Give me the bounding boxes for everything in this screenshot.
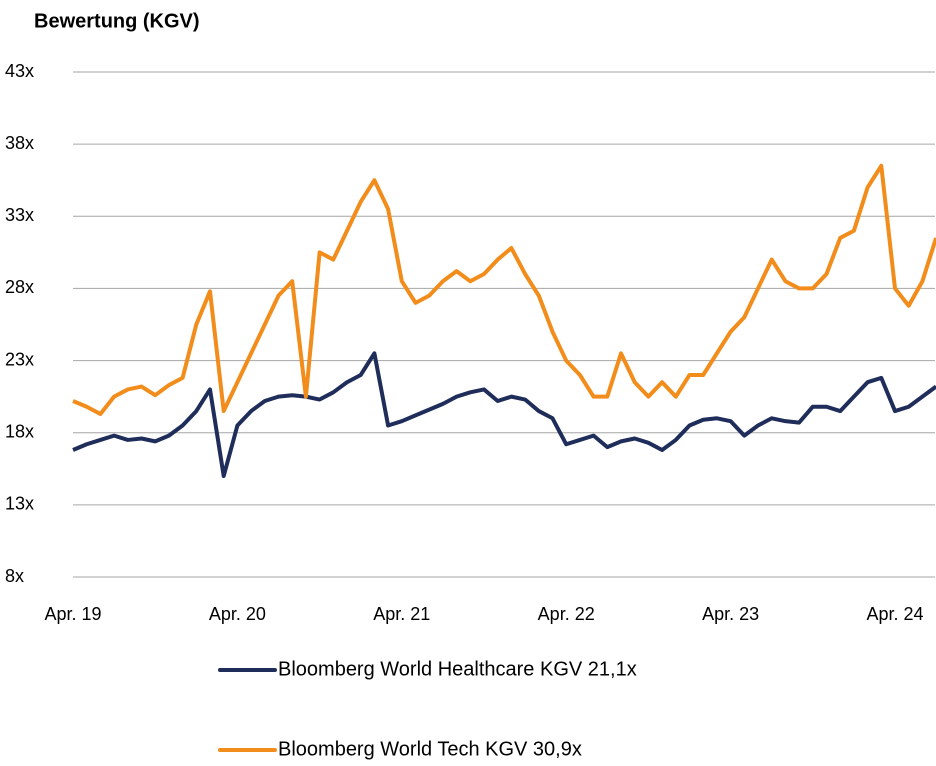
- legend-label: Bloomberg World Tech KGV 30,9x: [278, 738, 582, 760]
- y-tick-label: 23x: [5, 349, 34, 369]
- x-tick-label: Apr. 20: [209, 604, 266, 624]
- x-tick-label: Apr. 19: [44, 604, 101, 624]
- y-tick-label: 13x: [5, 494, 34, 514]
- y-tick-label: 38x: [5, 133, 34, 153]
- y-tick-label: 43x: [5, 61, 34, 81]
- series-line: [72, 351, 936, 478]
- legend-label: Bloomberg World Healthcare KGV 21,1x: [278, 658, 637, 680]
- x-tick-label: Apr. 21: [373, 604, 430, 624]
- x-tick-label: Apr. 23: [702, 604, 759, 624]
- y-tick-label: 18x: [5, 421, 34, 441]
- x-tick-label: Apr. 24: [866, 604, 923, 624]
- y-tick-label: 33x: [5, 205, 34, 225]
- y-tick-label: 8x: [5, 566, 24, 586]
- chart-title: Bewertung (KGV): [34, 10, 200, 32]
- series-line: [72, 163, 936, 416]
- y-tick-label: 28x: [5, 277, 34, 297]
- x-tick-label: Apr. 22: [538, 604, 595, 624]
